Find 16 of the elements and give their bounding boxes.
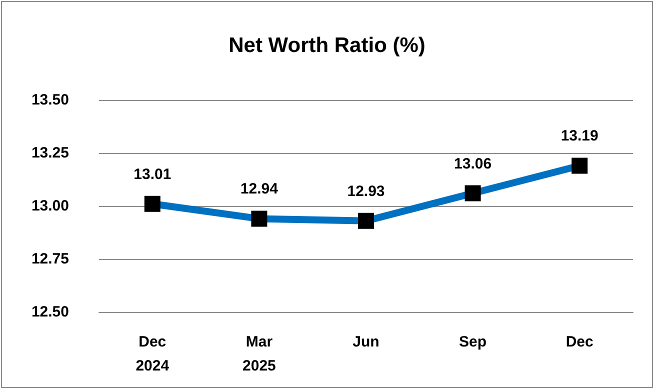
y-tick-label: 12.75 — [31, 250, 69, 268]
data-label: 13.06 — [454, 155, 492, 172]
x-tick-label: Mar 2025 — [242, 334, 276, 374]
data-label: 13.01 — [134, 166, 172, 183]
y-tick-label: 12.50 — [31, 304, 69, 320]
y-tick-label: 13.00 — [31, 198, 69, 214]
chart-title: Net Worth Ratio (%) — [228, 34, 426, 57]
x-tick-label: Sep — [459, 334, 487, 350]
data-label: 12.93 — [347, 182, 385, 200]
y-tick-label: 13.50 — [31, 92, 69, 108]
x-tick-label: Dec — [566, 334, 594, 350]
data-label: 13.19 — [560, 128, 598, 145]
x-tick-label: Jun — [352, 334, 380, 350]
data-label: 12.94 — [240, 180, 279, 198]
x-tick-label: Dec 2024 — [136, 334, 170, 374]
y-tick-label: 13.25 — [31, 144, 69, 162]
